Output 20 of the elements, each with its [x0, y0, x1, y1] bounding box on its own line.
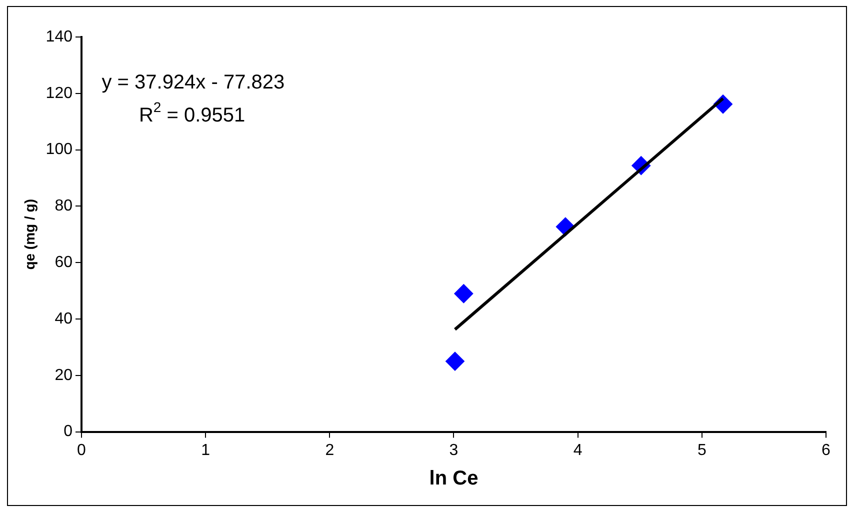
point [454, 284, 474, 304]
x-axis-title: ln Ce [429, 468, 478, 490]
y-tick-label: 40 [54, 310, 73, 328]
y-tick-label: 100 [46, 141, 73, 158]
y-tick-label: 60 [54, 254, 73, 272]
x-tick-label: 0 [77, 442, 86, 459]
y-tick-label: 0 [64, 423, 73, 440]
x-tick-label: 6 [822, 442, 831, 459]
y-tick-label: 20 [54, 366, 73, 384]
x-tick-label: 5 [697, 442, 706, 459]
annotation: y = 37.924x - 77.823 [102, 72, 285, 94]
y-tick-label: 140 [46, 28, 73, 46]
y-tick-label: 120 [46, 84, 73, 102]
x-tick-label: 2 [325, 442, 334, 459]
point [445, 352, 464, 371]
y-tick-label: 80 [54, 198, 73, 215]
x-tick-label: 4 [573, 442, 582, 459]
x-tick-label: 3 [449, 442, 458, 459]
y-axis-title: qe (mg / g) [21, 199, 38, 270]
x-tick-label: 1 [201, 442, 210, 459]
